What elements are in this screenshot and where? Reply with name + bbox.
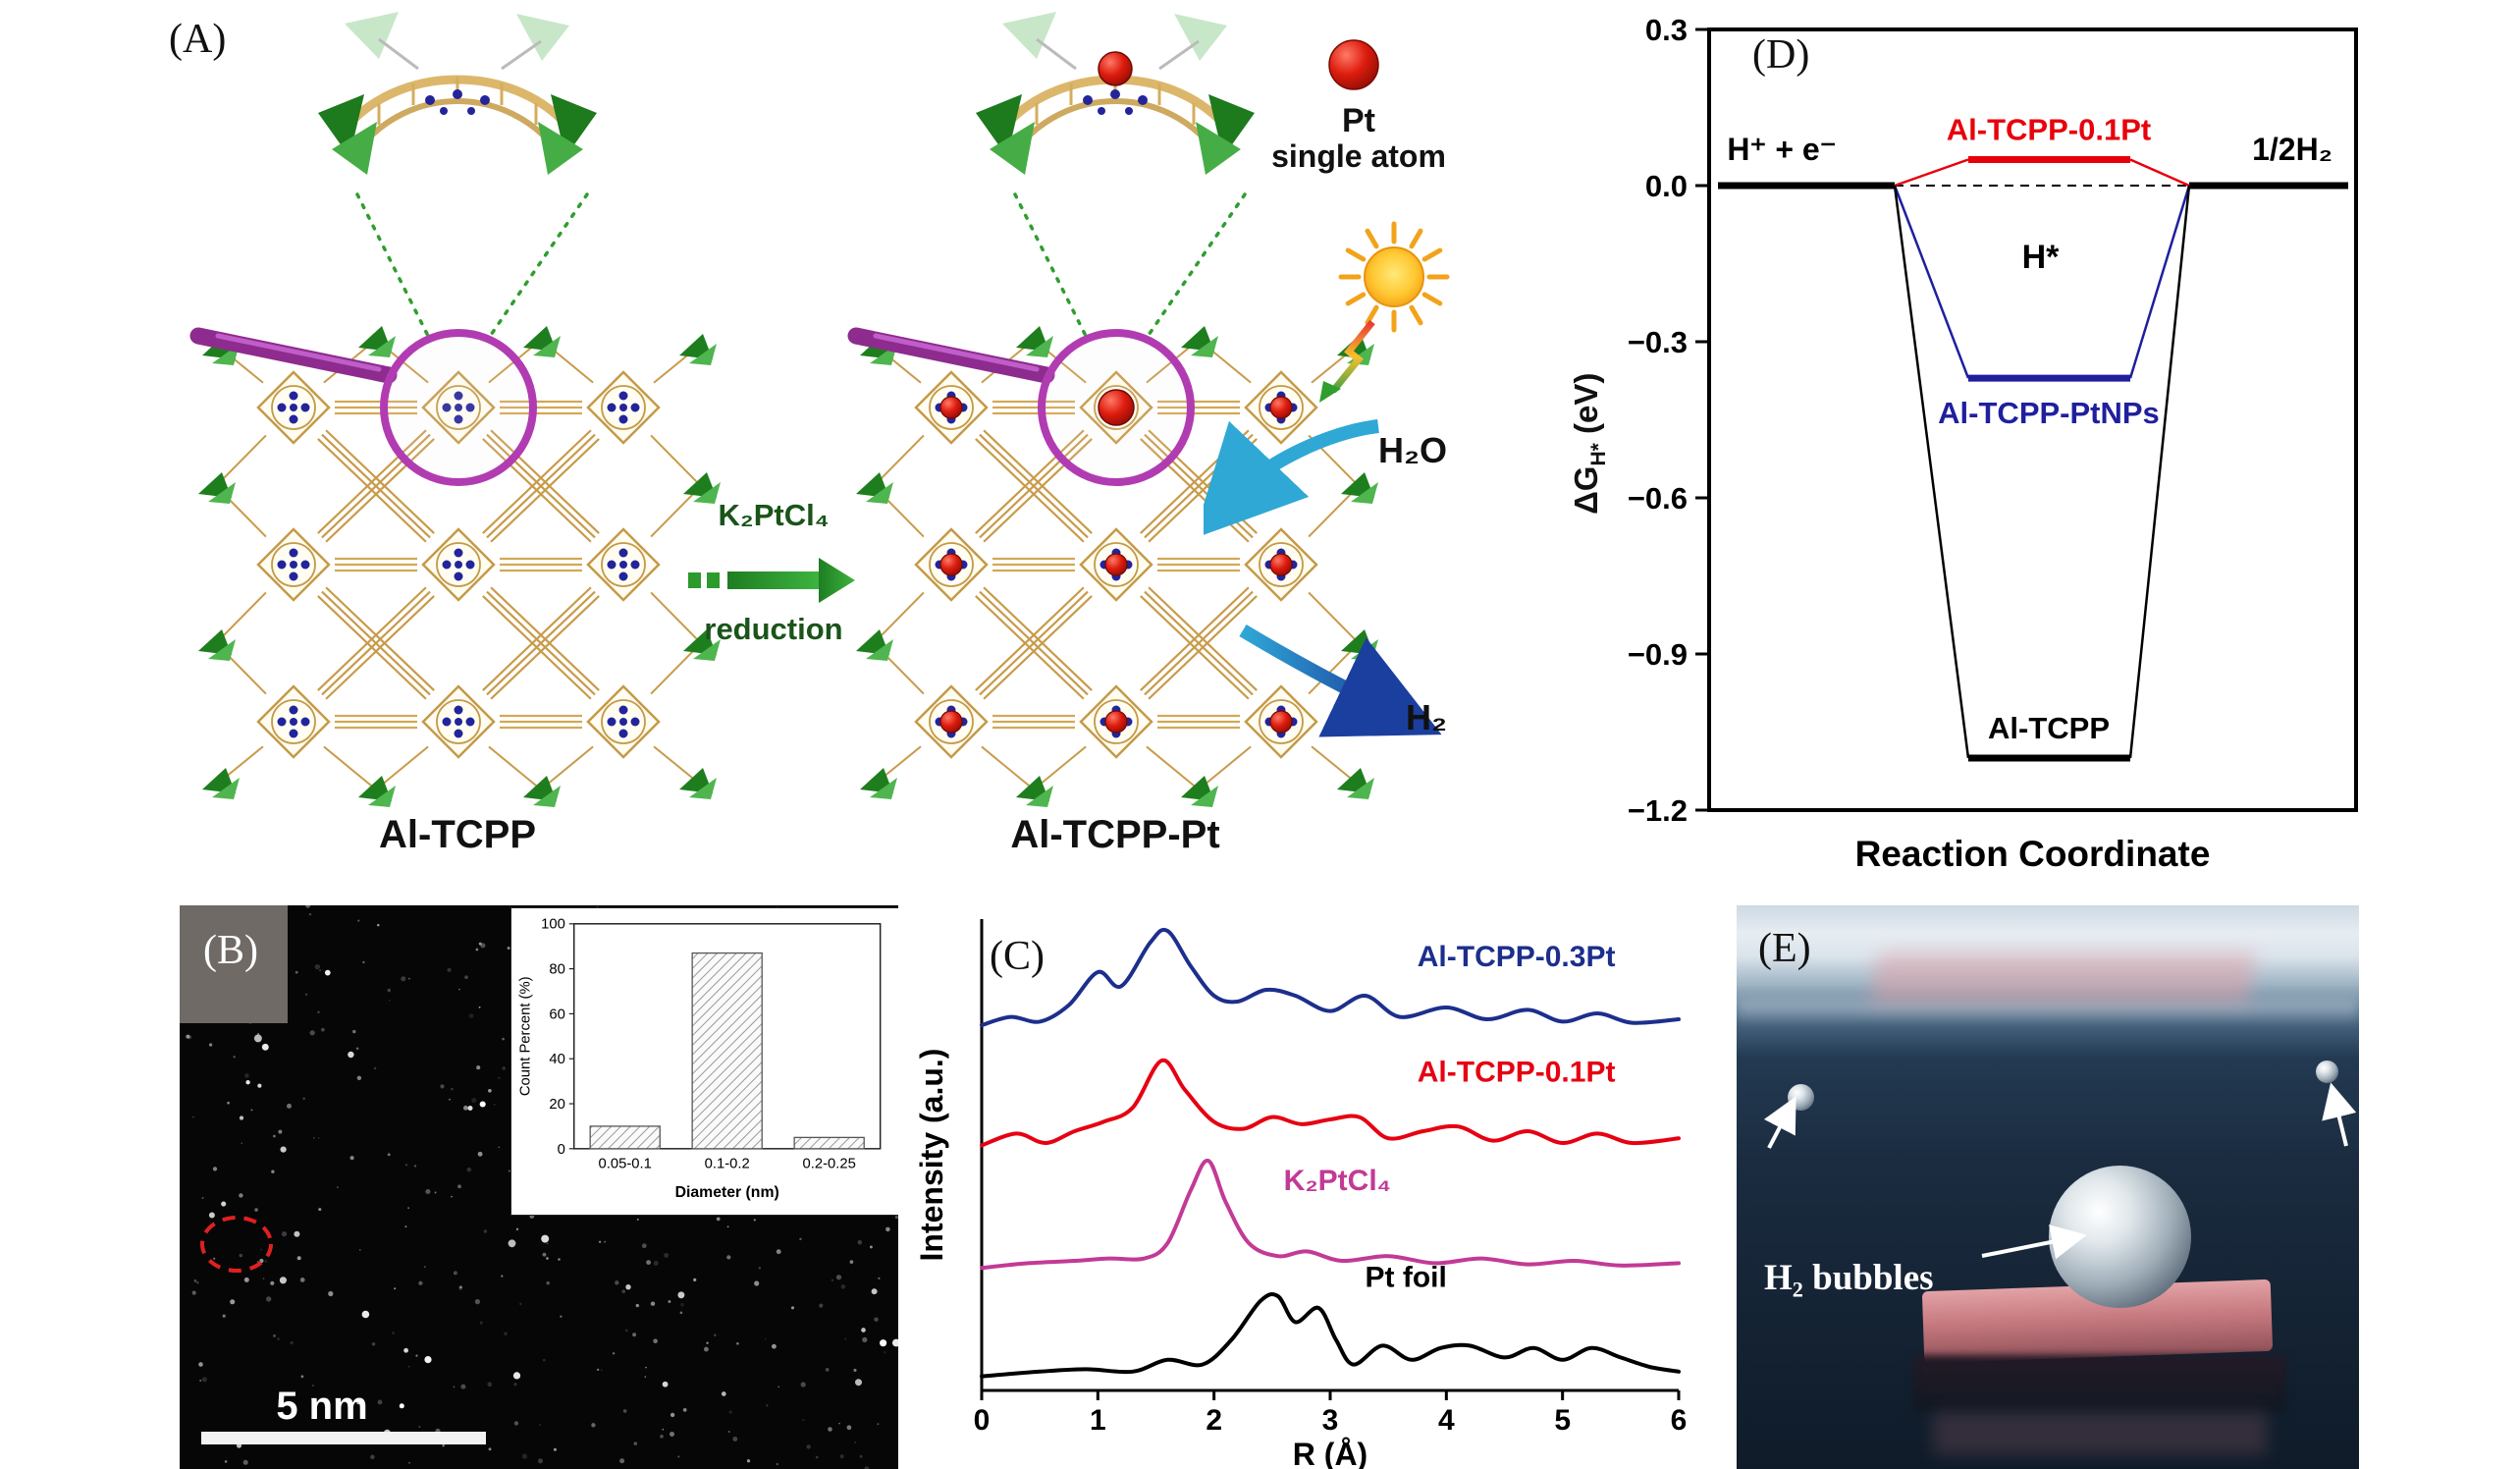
pt-label-line1: Pt (1342, 102, 1375, 139)
svg-text:20: 20 (549, 1097, 564, 1113)
svg-text:Al-TCPP-0.1Pt: Al-TCPP-0.1Pt (1418, 1057, 1616, 1089)
svg-text:0: 0 (558, 1142, 565, 1158)
svg-text:1/2H₂: 1/2H₂ (2252, 132, 2332, 167)
svg-text:1: 1 (1090, 1404, 1106, 1437)
svg-text:0.3: 0.3 (1645, 13, 1688, 47)
magnifier-handle (189, 327, 398, 384)
scale-bar (201, 1432, 486, 1444)
svg-text:5: 5 (1554, 1404, 1571, 1437)
bubble-arrows (1763, 1082, 2357, 1260)
svg-text:0.1-0.2: 0.1-0.2 (705, 1157, 750, 1172)
arrow-to-large-bubble (1981, 1224, 2087, 1260)
svg-text:Reaction Coordinate: Reaction Coordinate (1855, 834, 2211, 874)
magnifier-icon (380, 329, 537, 486)
svg-text:100: 100 (541, 917, 565, 933)
svg-text:Pt foil: Pt foil (1366, 1261, 1447, 1293)
svg-text:80: 80 (549, 962, 564, 978)
energy-diagram-chart: 0.3 0.0 −0.3 −0.6 −0.9 −1.2 Reaction Coordinat… (1628, 13, 2358, 874)
h2-arrow-icon (1239, 624, 1442, 737)
al-tcpp-pt-structure-illustration (847, 12, 1378, 807)
panel-d-label: (D) (1752, 32, 1810, 78)
svg-text:Al-TCPP: Al-TCPP (1988, 711, 2110, 745)
svg-text:4: 4 (1438, 1404, 1455, 1437)
svg-text:Count Percent (%): Count Percent (%) (517, 976, 533, 1096)
label-backdrop (180, 905, 288, 1023)
h2o-label: H₂O (1378, 430, 1447, 470)
reagent-label: K₂PtCl₄ (718, 498, 830, 532)
panel-c-label: (C) (990, 934, 1045, 979)
al-tcpp-structure-illustration (189, 12, 721, 807)
svg-text:Al-TCPP-0.1Pt: Al-TCPP-0.1Pt (1947, 113, 2151, 147)
panel-a: (A) Al-TCPP Al-TCPP-Pt K₂PtCl₄ reduction (163, 10, 1483, 898)
h2-bubbles-caption: H₂ bubbles (1764, 1258, 1934, 1298)
panel-d: 0.3 0.0 −0.3 −0.6 −0.9 −1.2 Reaction Coordinat… (1568, 10, 2400, 898)
panel-b-label: (B) (203, 928, 258, 973)
svg-text:H*: H* (2022, 239, 2061, 276)
pt-label-line2: single atom (1271, 138, 1446, 174)
bottom-reflection (1933, 1412, 2267, 1455)
svg-text:6: 6 (1671, 1404, 1688, 1437)
panel-a-label: (A) (169, 17, 227, 62)
svg-text:0.0: 0.0 (1645, 169, 1688, 203)
single-atom-highlight-circle (200, 1216, 273, 1273)
al-tcpp-pt-name: Al-TCPP-Pt (1010, 813, 1220, 856)
svg-text:K₂PtCl₄: K₂PtCl₄ (1284, 1165, 1391, 1197)
water-surface-highlight (1737, 999, 2359, 1018)
mof-lattice (856, 326, 1378, 807)
h2-label: H₂ (1406, 697, 1447, 737)
sample-plate-shadow (1913, 1355, 2286, 1412)
svg-text:40: 40 (549, 1052, 564, 1067)
svg-text:0.05-0.1: 0.05-0.1 (599, 1157, 652, 1172)
mof-lattice (198, 326, 721, 807)
panel-b: (B) 5 nm 0 20 40 60 80 100 Count Percent (%) Di… (180, 905, 898, 1469)
panel-e: (E) H₂ bubbles (1737, 905, 2359, 1469)
arrow-to-small-bubble-left (1763, 1096, 1796, 1149)
svg-text:Intensity (a.u.): Intensity (a.u.) (914, 1049, 949, 1262)
svg-text:60: 60 (549, 1007, 564, 1022)
svg-text:3: 3 (1322, 1404, 1339, 1437)
panel-a-extras (1204, 39, 1450, 737)
reaction-arrow-icon (688, 558, 855, 603)
energy-y-axis-label: ΔGH* (eV) (1568, 372, 1610, 515)
svg-text:−0.9: −0.9 (1628, 637, 1688, 672)
svg-text:Diameter (nm): Diameter (nm) (675, 1184, 779, 1201)
panel-e-label: (E) (1758, 926, 1811, 971)
pt-single-atom-icon (1328, 39, 1379, 90)
scale-bar-label: 5 nm (276, 1385, 368, 1428)
svg-text:2: 2 (1206, 1404, 1222, 1437)
arrow-to-small-bubble-right (2322, 1082, 2357, 1147)
h2-bubble-small-right (2316, 1061, 2338, 1083)
panel-c: 0 1 2 3 4 5 6 R (Å) Intensity (a.u.) Al-TCPP-0.3P… (913, 905, 1698, 1469)
svg-text:−0.3: −0.3 (1628, 325, 1688, 359)
svg-text:0.2-0.25: 0.2-0.25 (803, 1157, 856, 1172)
svg-text:Al-TCPP-PtNPs: Al-TCPP-PtNPs (1938, 396, 2160, 430)
size-histogram-chart: 0 20 40 60 80 100 Count Percent (%) Diameter (n… (517, 917, 882, 1201)
svg-text:H⁺ + e⁻: H⁺ + e⁻ (1727, 132, 1836, 167)
svg-text:0: 0 (974, 1404, 991, 1437)
svg-text:−1.2: −1.2 (1628, 793, 1688, 828)
h2o-arrow-icon (1204, 419, 1379, 539)
svg-text:R (Å): R (Å) (1293, 1437, 1367, 1469)
svg-text:−0.6: −0.6 (1628, 481, 1688, 516)
porphyrin-molecule (318, 12, 597, 175)
exafs-chart: 0 1 2 3 4 5 6 R (Å) Intensity (a.u.) Al-TCPP-0.3P… (914, 919, 1688, 1469)
svg-text:Al-TCPP-0.3Pt: Al-TCPP-0.3Pt (1418, 941, 1616, 973)
process-label: reduction (704, 612, 843, 646)
sun-icon (1338, 221, 1450, 333)
porphyrin-molecule (976, 12, 1255, 175)
magnifier-handle (847, 327, 1055, 384)
al-tcpp-name: Al-TCPP (379, 813, 536, 856)
light-bolt-icon (1319, 319, 1375, 403)
size-distribution-inset: 0 20 40 60 80 100 Count Percent (%) Diameter (n… (510, 907, 898, 1216)
